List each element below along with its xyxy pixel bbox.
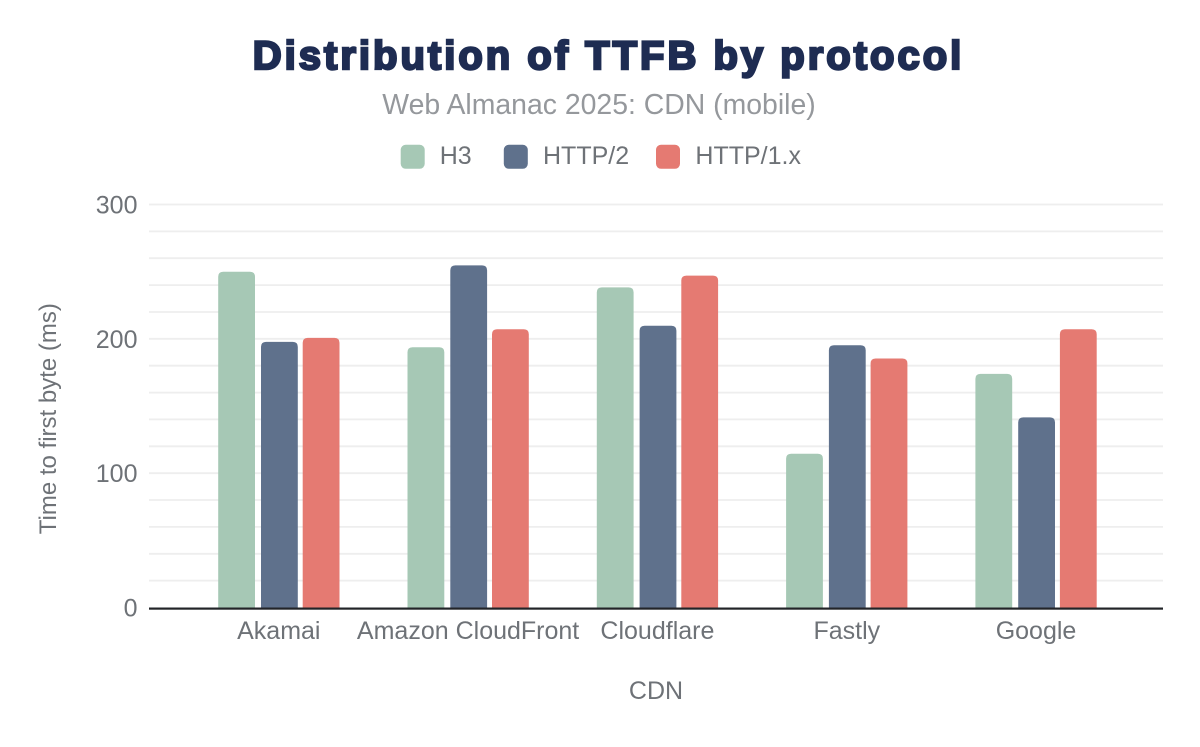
- svg-text:HTTP/1.x: HTTP/1.x: [695, 142, 801, 170]
- svg-text:300: 300: [96, 192, 138, 220]
- svg-text:Amazon CloudFront: Amazon CloudFront: [357, 617, 579, 645]
- svg-text:CDN: CDN: [629, 677, 683, 705]
- svg-text:Web Almanac 2025: CDN (mobile): Web Almanac 2025: CDN (mobile): [382, 89, 815, 121]
- svg-text:Time to first byte (ms): Time to first byte (ms): [35, 303, 62, 534]
- svg-text:0: 0: [124, 595, 138, 623]
- svg-text:200: 200: [96, 326, 138, 354]
- svg-text:H3: H3: [440, 142, 472, 170]
- svg-text:Akamai: Akamai: [237, 617, 320, 645]
- svg-text:Google: Google: [996, 617, 1077, 645]
- svg-text:HTTP/2: HTTP/2: [543, 142, 629, 170]
- svg-text:Cloudflare: Cloudflare: [600, 617, 714, 645]
- svg-text:100: 100: [96, 460, 138, 488]
- svg-text:Distribution of TTFB by protoc: Distribution of TTFB by protocol: [253, 34, 964, 78]
- svg-text:Fastly: Fastly: [813, 617, 880, 645]
